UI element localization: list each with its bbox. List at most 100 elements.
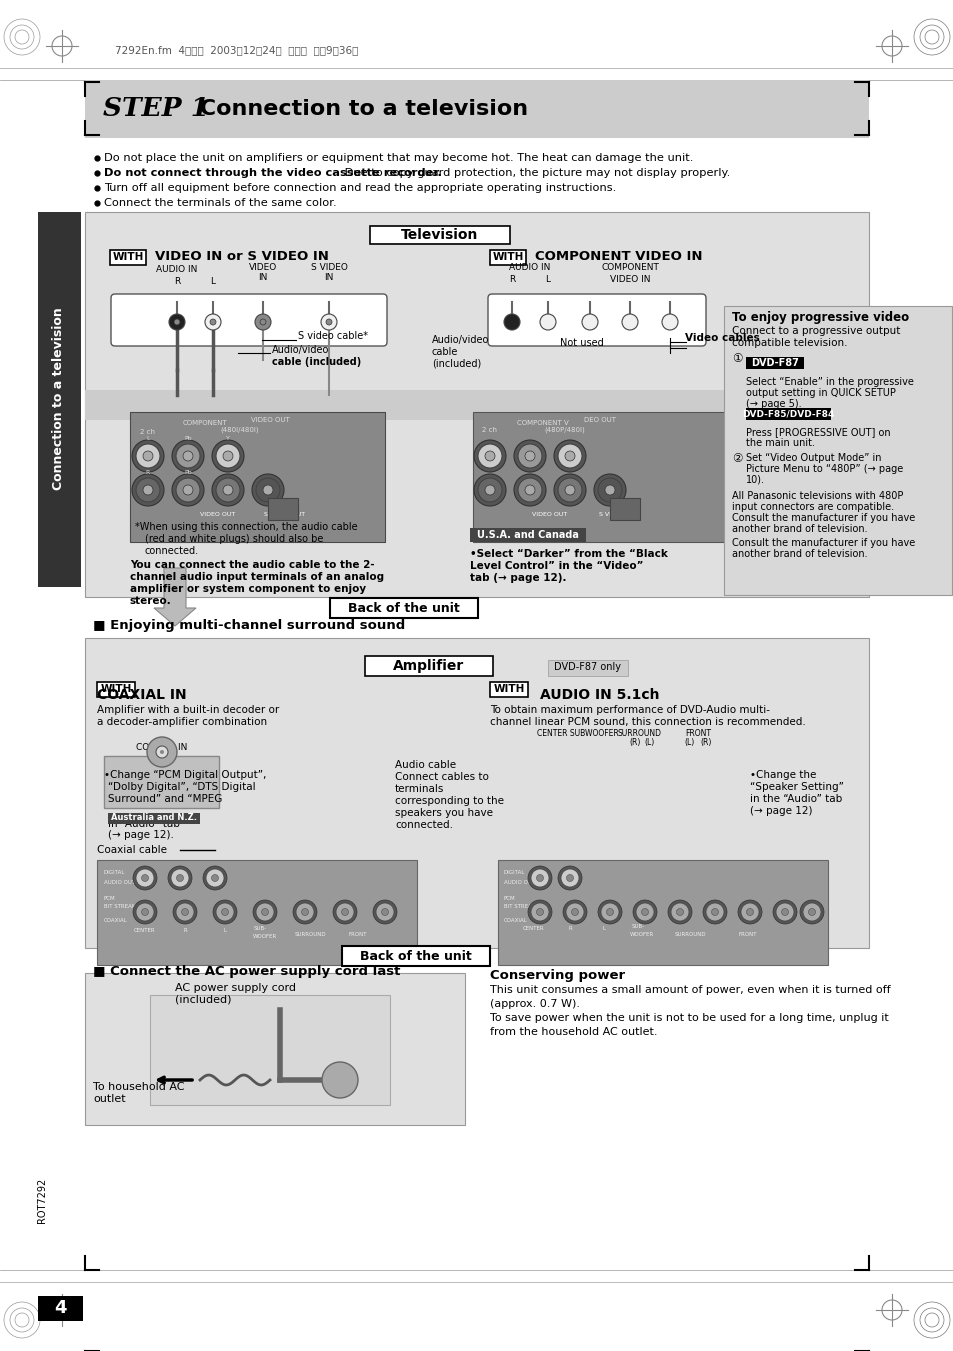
- Bar: [473, 412, 725, 542]
- Circle shape: [212, 474, 244, 507]
- Text: AUDIO OUT: AUDIO OUT: [503, 880, 535, 885]
- Circle shape: [333, 900, 356, 924]
- Text: connected.: connected.: [145, 546, 199, 557]
- Circle shape: [775, 902, 793, 921]
- Circle shape: [670, 902, 688, 921]
- Text: SURROUND: SURROUND: [674, 931, 705, 936]
- Text: This unit consumes a small amount of power, even when it is turned off: This unit consumes a small amount of pow…: [490, 985, 890, 994]
- Circle shape: [536, 874, 543, 881]
- Circle shape: [320, 313, 336, 330]
- Bar: [97, 861, 416, 965]
- Text: S VIDEO: S VIDEO: [311, 262, 347, 272]
- Text: in the “Audio” tab: in the “Audio” tab: [749, 794, 841, 804]
- Circle shape: [375, 902, 394, 921]
- Text: another brand of television.: another brand of television.: [731, 524, 866, 534]
- Text: You can connect the audio cable to the 2-: You can connect the audio cable to the 2…: [130, 561, 375, 570]
- Text: VIDEO OUT: VIDEO OUT: [532, 512, 567, 517]
- Circle shape: [514, 474, 545, 507]
- Text: Surround” and “MPEG: Surround” and “MPEG: [108, 794, 222, 804]
- Text: Set “Video Output Mode” in: Set “Video Output Mode” in: [745, 453, 881, 463]
- Text: STEP 1: STEP 1: [103, 96, 209, 122]
- FancyBboxPatch shape: [488, 295, 705, 346]
- Bar: [745, 408, 830, 420]
- Circle shape: [341, 908, 348, 916]
- Circle shape: [335, 902, 354, 921]
- Text: Consult the manufacturer if you have: Consult the manufacturer if you have: [731, 513, 914, 523]
- Circle shape: [676, 908, 682, 916]
- Bar: [341, 946, 490, 966]
- Circle shape: [517, 444, 541, 467]
- Circle shape: [252, 474, 284, 507]
- Text: Coaxial cable: Coaxial cable: [97, 844, 167, 855]
- Circle shape: [558, 444, 581, 467]
- Circle shape: [254, 313, 271, 330]
- Circle shape: [203, 866, 227, 890]
- Circle shape: [503, 313, 519, 330]
- Text: Audio cable: Audio cable: [395, 761, 456, 770]
- Circle shape: [536, 908, 543, 916]
- Circle shape: [484, 485, 495, 494]
- Text: (L): (L): [684, 739, 695, 747]
- Text: Do not place the unit on amplifiers or equipment that may become hot. The heat c: Do not place the unit on amplifiers or e…: [104, 153, 693, 163]
- Circle shape: [566, 874, 573, 881]
- Text: a decoder-amplifier combination: a decoder-amplifier combination: [97, 717, 267, 727]
- Circle shape: [640, 908, 648, 916]
- Circle shape: [132, 474, 164, 507]
- Text: L: L: [545, 274, 550, 284]
- Text: WITH: WITH: [493, 684, 524, 694]
- Bar: [85, 212, 868, 597]
- Text: channel linear PCM sound, this connection is recommended.: channel linear PCM sound, this connectio…: [490, 717, 805, 727]
- Circle shape: [381, 908, 388, 916]
- Circle shape: [253, 900, 276, 924]
- Circle shape: [562, 900, 586, 924]
- Circle shape: [261, 908, 268, 916]
- Text: To save power when the unit is not to be used for a long time, unplug it: To save power when the unit is not to be…: [490, 1013, 888, 1023]
- Text: (L): (L): [644, 739, 655, 747]
- Bar: [150, 994, 390, 1105]
- Text: DIGITAL: DIGITAL: [503, 870, 525, 875]
- Text: WOOFER: WOOFER: [629, 931, 654, 936]
- Circle shape: [565, 902, 583, 921]
- Text: To household AC: To household AC: [92, 1082, 184, 1092]
- Text: COAXIAL: COAXIAL: [503, 919, 527, 924]
- Text: ROT7292: ROT7292: [37, 1177, 47, 1223]
- Circle shape: [738, 900, 761, 924]
- Circle shape: [571, 908, 578, 916]
- Circle shape: [594, 474, 625, 507]
- Text: FRONT: FRONT: [738, 931, 757, 936]
- Text: S video cable*: S video cable*: [297, 331, 368, 340]
- Text: AUDIO OUT: AUDIO OUT: [104, 880, 135, 885]
- Text: FRONT: FRONT: [684, 728, 710, 738]
- Text: Pb: Pb: [184, 436, 192, 442]
- Bar: [130, 412, 385, 542]
- Text: Connect to a progressive output: Connect to a progressive output: [731, 326, 900, 336]
- Text: (red and white plugs) should also be: (red and white plugs) should also be: [145, 534, 323, 544]
- Text: Connect the terminals of the same color.: Connect the terminals of the same color.: [104, 199, 336, 208]
- Text: COMPONENT: COMPONENT: [600, 262, 659, 272]
- Circle shape: [172, 474, 204, 507]
- Text: All Panasonic televisions with 480P: All Panasonic televisions with 480P: [731, 490, 902, 501]
- Text: CENTER SUBWOOFER: CENTER SUBWOOFER: [537, 728, 618, 738]
- Text: the main unit.: the main unit.: [745, 438, 814, 449]
- Text: SUB-: SUB-: [631, 924, 644, 928]
- Circle shape: [598, 900, 621, 924]
- Text: S VIDEO OUT: S VIDEO OUT: [264, 512, 305, 517]
- Bar: [268, 499, 297, 520]
- Text: Audio/video: Audio/video: [432, 335, 489, 345]
- Text: compatible television.: compatible television.: [731, 338, 846, 349]
- Circle shape: [132, 440, 164, 471]
- Text: terminals: terminals: [395, 784, 444, 794]
- Text: ■ Connect the AC power supply cord last: ■ Connect the AC power supply cord last: [92, 966, 400, 978]
- Circle shape: [156, 746, 168, 758]
- Text: FRONT: FRONT: [349, 931, 367, 936]
- Circle shape: [172, 440, 204, 471]
- Circle shape: [802, 902, 821, 921]
- Circle shape: [604, 485, 615, 494]
- Text: SUB-: SUB-: [253, 925, 266, 931]
- Text: Back of the unit: Back of the unit: [348, 601, 459, 615]
- Circle shape: [661, 313, 678, 330]
- Text: BIT STREAM: BIT STREAM: [503, 905, 536, 909]
- Circle shape: [183, 485, 193, 494]
- Circle shape: [531, 869, 548, 888]
- Text: COMPONENT: COMPONENT: [182, 420, 227, 426]
